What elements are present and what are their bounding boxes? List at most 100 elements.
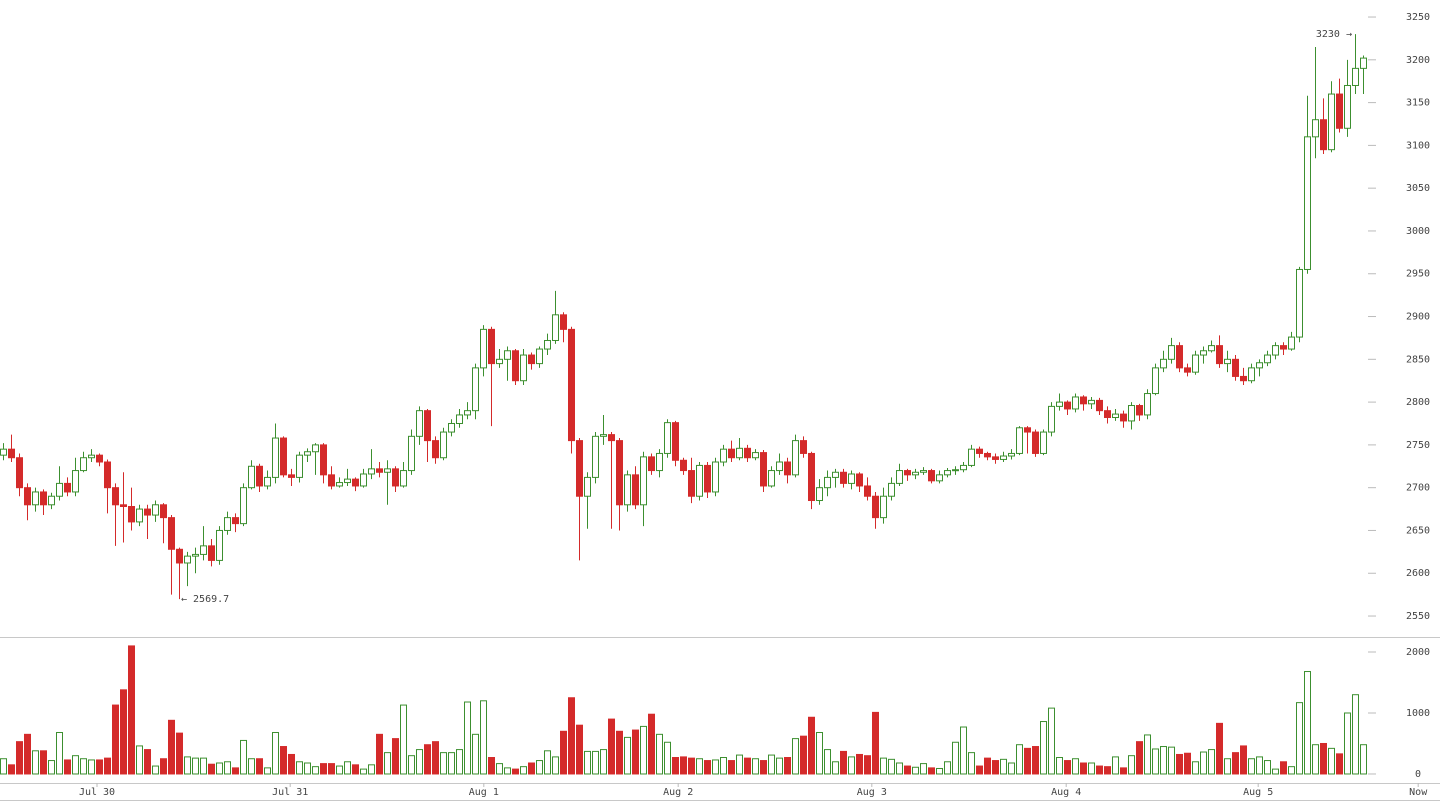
candle-body bbox=[1344, 84, 1351, 129]
volume-bar bbox=[872, 711, 879, 775]
candle-body bbox=[1032, 431, 1039, 454]
candle-body bbox=[296, 454, 303, 478]
volume-bar bbox=[1128, 755, 1135, 775]
volume-bar bbox=[752, 758, 759, 775]
candle-body bbox=[240, 487, 247, 525]
volume-bar bbox=[528, 762, 535, 775]
candle-body bbox=[40, 491, 47, 506]
volume-bar bbox=[256, 758, 263, 775]
volume-bar bbox=[512, 768, 519, 775]
volume-bar bbox=[1288, 766, 1295, 775]
volume-bar bbox=[136, 745, 143, 775]
volume-bar bbox=[424, 744, 431, 775]
volume-bar bbox=[504, 767, 511, 775]
candle-body bbox=[80, 457, 87, 472]
candle-body bbox=[664, 422, 671, 454]
volume-bar bbox=[800, 735, 807, 775]
volume-bar bbox=[1240, 745, 1247, 775]
volume-bar bbox=[672, 757, 679, 775]
candle-body bbox=[144, 508, 151, 516]
candle-body bbox=[336, 482, 343, 487]
volume-bar bbox=[1088, 762, 1095, 775]
candle-body bbox=[976, 448, 983, 454]
volume-bar bbox=[328, 763, 335, 775]
volume-bar bbox=[168, 719, 175, 775]
volume-bar bbox=[1232, 752, 1239, 775]
volume-bar bbox=[608, 718, 615, 775]
candle-body bbox=[680, 459, 687, 472]
volume-bar bbox=[1280, 761, 1287, 775]
candle-body bbox=[1328, 93, 1335, 151]
volume-bar bbox=[1112, 756, 1119, 775]
volume-bar bbox=[176, 732, 183, 775]
x-tick-label: Aug 3 bbox=[857, 787, 887, 798]
volume-bar bbox=[616, 730, 623, 775]
volume-bar bbox=[224, 761, 231, 775]
volume-bar bbox=[520, 766, 527, 775]
volume-bar bbox=[1344, 712, 1351, 775]
candle-body bbox=[1056, 401, 1063, 407]
candle-body bbox=[1088, 399, 1095, 405]
volume-bar bbox=[856, 753, 863, 775]
volume-bar bbox=[1336, 753, 1343, 775]
candle-body bbox=[1272, 345, 1279, 356]
volume-bar bbox=[840, 750, 847, 775]
volume-bar bbox=[64, 759, 71, 775]
candle-body bbox=[1112, 413, 1119, 419]
candle-body bbox=[176, 548, 183, 564]
volume-bar bbox=[552, 756, 559, 775]
candle-body bbox=[1072, 396, 1079, 410]
candle-body bbox=[984, 452, 991, 458]
candle-body bbox=[1304, 136, 1311, 270]
volume-bar bbox=[792, 738, 799, 775]
candle-body bbox=[16, 457, 23, 489]
volume-bar bbox=[1016, 744, 1023, 775]
y-tick-label: 2650 bbox=[1406, 525, 1430, 536]
candle-body bbox=[1096, 399, 1103, 412]
y-tick-label: 3050 bbox=[1406, 183, 1430, 194]
y-tick-label: 2950 bbox=[1406, 269, 1430, 280]
volume-bar bbox=[0, 758, 7, 775]
volume-bar bbox=[1248, 758, 1255, 775]
candle-body bbox=[1256, 362, 1263, 369]
candle-body bbox=[320, 444, 327, 476]
volume-bar bbox=[1352, 694, 1359, 775]
candle-body bbox=[648, 456, 655, 472]
candle-body bbox=[488, 328, 495, 365]
volume-bar bbox=[624, 736, 631, 775]
x-tick-label: Jul 31 bbox=[272, 787, 308, 798]
candle-body bbox=[104, 461, 111, 489]
volume-bar bbox=[192, 757, 199, 775]
volume-bar bbox=[472, 733, 479, 775]
y-tick-label: 3200 bbox=[1406, 55, 1430, 66]
volume-bar bbox=[848, 756, 855, 775]
y-tick-label: 3000 bbox=[1406, 226, 1430, 237]
volume-bar bbox=[592, 750, 599, 775]
y-tick-label: 2900 bbox=[1406, 312, 1430, 323]
candle-body bbox=[576, 440, 583, 497]
volume-bar bbox=[280, 746, 287, 775]
volume-bar bbox=[296, 761, 303, 775]
candle-body bbox=[96, 454, 103, 463]
volume-bar bbox=[1224, 758, 1231, 775]
candle-body bbox=[560, 314, 567, 330]
volume-bar bbox=[568, 697, 575, 775]
volume-bar bbox=[976, 765, 983, 775]
candle-body bbox=[568, 328, 575, 442]
candle-body bbox=[408, 435, 415, 472]
candle-body bbox=[936, 474, 943, 482]
candle-body bbox=[816, 487, 823, 502]
volume-bar bbox=[816, 732, 823, 775]
candle-body bbox=[696, 464, 703, 497]
volume-bar bbox=[248, 758, 255, 775]
candle-body bbox=[528, 354, 535, 365]
candle-body bbox=[616, 440, 623, 506]
volume-bar bbox=[1096, 765, 1103, 775]
candle-body bbox=[1312, 119, 1319, 138]
candle-body bbox=[1200, 350, 1207, 356]
volume-bar bbox=[152, 765, 159, 775]
candle-body bbox=[864, 485, 871, 497]
candle-body bbox=[480, 328, 487, 369]
candle-body bbox=[608, 434, 615, 442]
